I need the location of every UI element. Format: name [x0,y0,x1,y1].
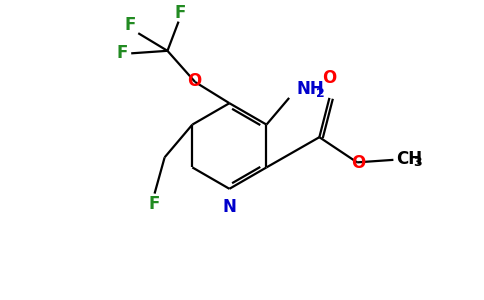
Text: O: O [351,154,366,172]
Text: CH: CH [396,150,422,168]
Text: N: N [223,198,237,216]
Text: O: O [187,72,201,90]
Text: 2: 2 [317,87,325,100]
Text: F: F [117,44,128,62]
Text: 3: 3 [413,156,422,170]
Text: F: F [149,195,160,213]
Text: F: F [124,16,136,34]
Text: O: O [322,69,336,87]
Text: NH: NH [297,80,324,98]
Text: F: F [175,4,186,22]
